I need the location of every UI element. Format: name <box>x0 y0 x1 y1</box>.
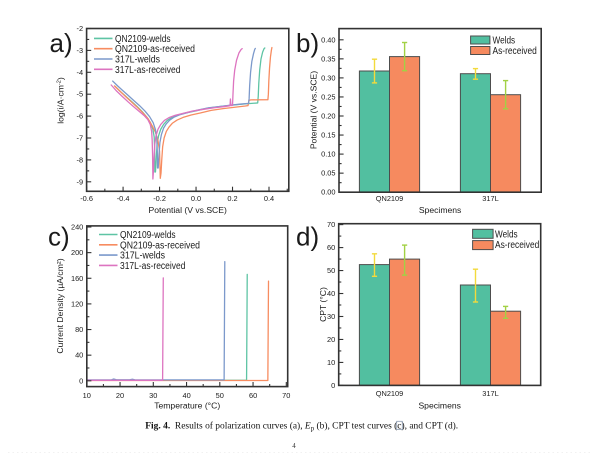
svg-text:a): a) <box>50 28 73 58</box>
svg-text:80: 80 <box>75 325 83 334</box>
svg-text:120: 120 <box>71 299 83 308</box>
svg-text:As-received: As-received <box>493 46 537 57</box>
svg-text:-4: -4 <box>77 68 84 77</box>
svg-text:Welds: Welds <box>493 35 516 46</box>
svg-text:20: 20 <box>327 335 335 344</box>
svg-text:0.30: 0.30 <box>321 73 335 82</box>
svg-text:20: 20 <box>116 391 124 400</box>
svg-text:200: 200 <box>71 248 83 257</box>
svg-text:0.20: 0.20 <box>321 112 335 121</box>
svg-text:CPT (°C): CPT (°C) <box>318 287 328 322</box>
svg-text:Temperature (°C): Temperature (°C) <box>154 401 220 411</box>
svg-text:Fig. 4. Results of polarizati: Fig. 4. Results of polarization curves (… <box>145 421 458 433</box>
svg-text:40: 40 <box>75 351 83 360</box>
svg-text:-3: -3 <box>77 46 84 55</box>
svg-text:160: 160 <box>71 274 83 283</box>
svg-text:0.35: 0.35 <box>321 54 335 63</box>
svg-text:60: 60 <box>249 391 257 400</box>
svg-text:10: 10 <box>327 358 335 367</box>
svg-text:-0.2: -0.2 <box>153 194 166 203</box>
svg-text:317L: 317L <box>482 389 498 398</box>
svg-text:As-received: As-received <box>495 240 539 251</box>
svg-text:30: 30 <box>327 312 335 321</box>
svg-text:70: 70 <box>327 220 335 229</box>
svg-text:QN2109: QN2109 <box>376 194 404 203</box>
svg-text:Potential (V vs.SCE): Potential (V vs.SCE) <box>149 205 227 215</box>
svg-text:0: 0 <box>79 376 83 385</box>
svg-text:-6: -6 <box>77 112 84 121</box>
svg-text:-7: -7 <box>77 134 84 143</box>
svg-text:317L-welds: 317L-welds <box>120 251 165 262</box>
svg-text:Specimens: Specimens <box>419 205 462 215</box>
svg-text:50: 50 <box>327 266 335 275</box>
svg-text:QN2109-as-received: QN2109-as-received <box>120 240 200 251</box>
svg-text:0.25: 0.25 <box>321 92 335 101</box>
svg-text:-9: -9 <box>77 177 84 186</box>
svg-text:0: 0 <box>331 381 335 390</box>
svg-text:40: 40 <box>327 289 335 298</box>
svg-text:0.00: 0.00 <box>321 188 335 197</box>
svg-text:317L: 317L <box>482 194 498 203</box>
svg-text:0.40: 0.40 <box>321 35 335 44</box>
svg-text:c): c) <box>48 222 70 252</box>
svg-text:0.15: 0.15 <box>321 131 335 140</box>
svg-text:-5: -5 <box>77 90 84 99</box>
svg-text:-2: -2 <box>77 24 84 33</box>
svg-text:40: 40 <box>182 391 190 400</box>
svg-text:4: 4 <box>292 442 296 450</box>
svg-text:317L-welds: 317L-welds <box>115 55 160 66</box>
svg-text:60: 60 <box>327 243 335 252</box>
svg-text:50: 50 <box>216 391 224 400</box>
svg-text:240: 240 <box>71 223 83 232</box>
svg-text:0.0: 0.0 <box>191 194 201 203</box>
svg-text:b): b) <box>296 28 319 58</box>
svg-text:0.4: 0.4 <box>264 194 274 203</box>
svg-text:-0.6: -0.6 <box>80 194 93 203</box>
svg-text:0.05: 0.05 <box>321 169 335 178</box>
svg-text:317L-as-received: 317L-as-received <box>115 65 180 76</box>
svg-text:70: 70 <box>282 391 290 400</box>
svg-text:QN2109-welds: QN2109-welds <box>120 230 176 241</box>
svg-text:30: 30 <box>149 391 157 400</box>
svg-text:Potential (V vs.SCE): Potential (V vs.SCE) <box>309 71 319 149</box>
svg-text:0.10: 0.10 <box>321 150 335 159</box>
svg-text:-8: -8 <box>77 155 84 164</box>
svg-text:QN2109-as-received: QN2109-as-received <box>115 44 195 55</box>
svg-text:d): d) <box>296 222 319 252</box>
svg-text:Current Density (μA/cm²): Current Density (μA/cm²) <box>55 258 65 353</box>
svg-text:QN2109-welds: QN2109-welds <box>115 34 171 45</box>
svg-text:317L-as-received: 317L-as-received <box>120 261 185 272</box>
svg-text:Specimens: Specimens <box>418 401 461 411</box>
svg-text:0.2: 0.2 <box>227 194 237 203</box>
svg-text:10: 10 <box>83 391 91 400</box>
svg-text:-0.4: -0.4 <box>117 194 130 203</box>
svg-text:QN2109: QN2109 <box>376 389 404 398</box>
svg-text:Welds: Welds <box>495 229 518 240</box>
svg-text:log(i/A·cm-2): log(i/A·cm-2) <box>56 77 66 124</box>
